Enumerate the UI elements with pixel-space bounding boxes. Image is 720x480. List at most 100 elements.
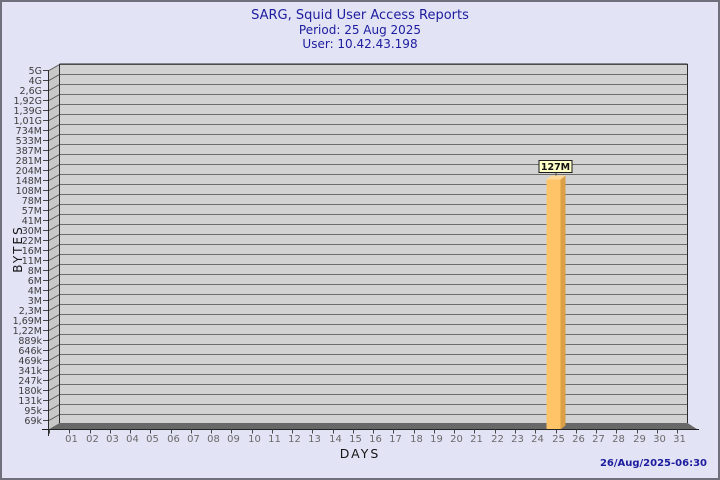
x-tick-label: 20	[450, 434, 463, 445]
x-tick-label: 02	[86, 434, 99, 445]
side-wall-gridline	[48, 284, 60, 291]
y-tick-label: 341k	[18, 366, 42, 377]
x-tick-label: 26	[572, 434, 585, 445]
y-tick-label: 30M	[22, 226, 42, 237]
x-tick-label: 16	[369, 434, 382, 445]
y-tick-label: 2,6G	[20, 86, 42, 97]
side-wall-gridline	[48, 364, 60, 371]
y-tick-label: 734M	[16, 126, 42, 137]
y-tick-label: 57M	[22, 206, 42, 217]
side-wall-gridline	[48, 294, 60, 301]
x-tick-label: 05	[146, 434, 159, 445]
x-tick-label: 12	[288, 434, 301, 445]
x-axis-title: DAYS	[339, 446, 381, 461]
bar-day-25-side	[560, 175, 566, 430]
side-wall-gridline	[48, 194, 60, 201]
bar-day-25-front	[546, 179, 561, 430]
y-tick-label: 11M	[22, 256, 42, 267]
y-tick-label: 2,3M	[19, 306, 42, 317]
x-tick-label: 11	[268, 434, 281, 445]
side-wall-gridline	[48, 84, 60, 91]
y-tick-label: 889k	[18, 336, 42, 347]
y-tick-label: 1,92G	[13, 96, 42, 107]
side-wall-gridline	[48, 144, 60, 151]
y-tick-label: 1,01G	[13, 116, 42, 127]
y-tick-label: 180k	[18, 386, 42, 397]
y-tick-label: 247k	[18, 376, 42, 387]
x-tick-label: 10	[248, 434, 261, 445]
side-wall-gridline	[48, 124, 60, 131]
x-tick-label: 17	[389, 434, 402, 445]
side-wall-gridline	[48, 324, 60, 331]
y-tick-label: 469k	[18, 356, 42, 367]
y-tick-label: 6M	[28, 276, 42, 287]
x-tick-label: 18	[410, 434, 423, 445]
x-tick-label: 31	[673, 434, 686, 445]
y-tick-label: 533M	[16, 136, 42, 147]
side-wall-gridline	[48, 174, 60, 181]
chart-plot-area	[59, 64, 688, 423]
x-tick-label: 07	[187, 434, 200, 445]
y-tick-label: 1,22M	[13, 326, 42, 337]
y-tick-label: 69k	[24, 416, 42, 427]
x-tick-label: 14	[329, 434, 342, 445]
y-tick-label: 22M	[22, 236, 42, 247]
x-tick-label: 21	[470, 434, 483, 445]
side-wall-gridline	[48, 274, 60, 281]
side-wall-gridline	[48, 114, 60, 121]
x-tick-label: 28	[612, 434, 625, 445]
side-wall-gridline	[48, 314, 60, 321]
y-tick-label: 16M	[22, 246, 42, 257]
side-wall-gridline	[48, 94, 60, 101]
y-tick-label: 8M	[28, 266, 42, 277]
x-tick-label: 25	[552, 434, 565, 445]
y-tick-label: 95k	[24, 406, 42, 417]
bar-day-25-top	[546, 175, 566, 180]
y-tick-label: 148M	[16, 176, 42, 187]
side-wall-gridline	[48, 254, 60, 261]
side-wall-gridline	[48, 394, 60, 401]
side-wall-gridline	[48, 204, 60, 211]
y-tick-label: 131k	[18, 396, 42, 407]
y-tick-label: 4G	[29, 76, 42, 87]
side-wall-gridline	[48, 154, 60, 161]
side-wall-gridline	[48, 264, 60, 271]
x-tick-label: 30	[653, 434, 666, 445]
chart-floor	[48, 423, 698, 430]
y-tick-label: 1,39G	[13, 106, 42, 117]
chart-title: SARG, Squid User Access Reports	[251, 8, 469, 23]
bar-value-annotation: 127M	[541, 162, 570, 173]
y-tick-label: 646k	[18, 346, 42, 357]
x-tick-label: 27	[592, 434, 605, 445]
x-tick-label: 09	[227, 434, 240, 445]
y-tick-label: 41M	[22, 216, 42, 227]
side-wall-gridline	[48, 134, 60, 141]
y-tick-label: 78M	[22, 196, 42, 207]
side-wall-gridline	[48, 384, 60, 391]
side-wall-gridline	[48, 234, 60, 241]
chart-period: Period: 25 Aug 2025	[298, 23, 422, 37]
chart-title-block: SARG, Squid User Access Reports Period: …	[2, 8, 718, 52]
side-wall-gridline	[48, 304, 60, 311]
x-tick-label: 04	[126, 434, 139, 445]
bar-value-annotation-box	[538, 160, 573, 173]
x-tick-label: 15	[349, 434, 362, 445]
y-tick-label: 4M	[28, 286, 42, 297]
side-wall-gridline	[48, 224, 60, 231]
y-tick-label: 1,69M	[13, 316, 42, 327]
x-tick-label: 13	[308, 434, 321, 445]
side-wall-gridline	[48, 244, 60, 251]
side-wall-gridline	[48, 404, 60, 411]
x-tick-label: 24	[531, 434, 544, 445]
side-wall-gridline	[48, 104, 60, 111]
y-tick-label: 108M	[16, 186, 42, 197]
x-tick-label: 23	[511, 434, 524, 445]
side-wall-gridline	[48, 184, 60, 191]
side-wall-gridline	[48, 74, 60, 81]
y-tick-label: 3M	[28, 296, 42, 307]
y-tick-label: 387M	[16, 146, 42, 157]
y-tick-label: 281M	[16, 156, 42, 167]
y-tick-label: 204M	[16, 166, 42, 177]
